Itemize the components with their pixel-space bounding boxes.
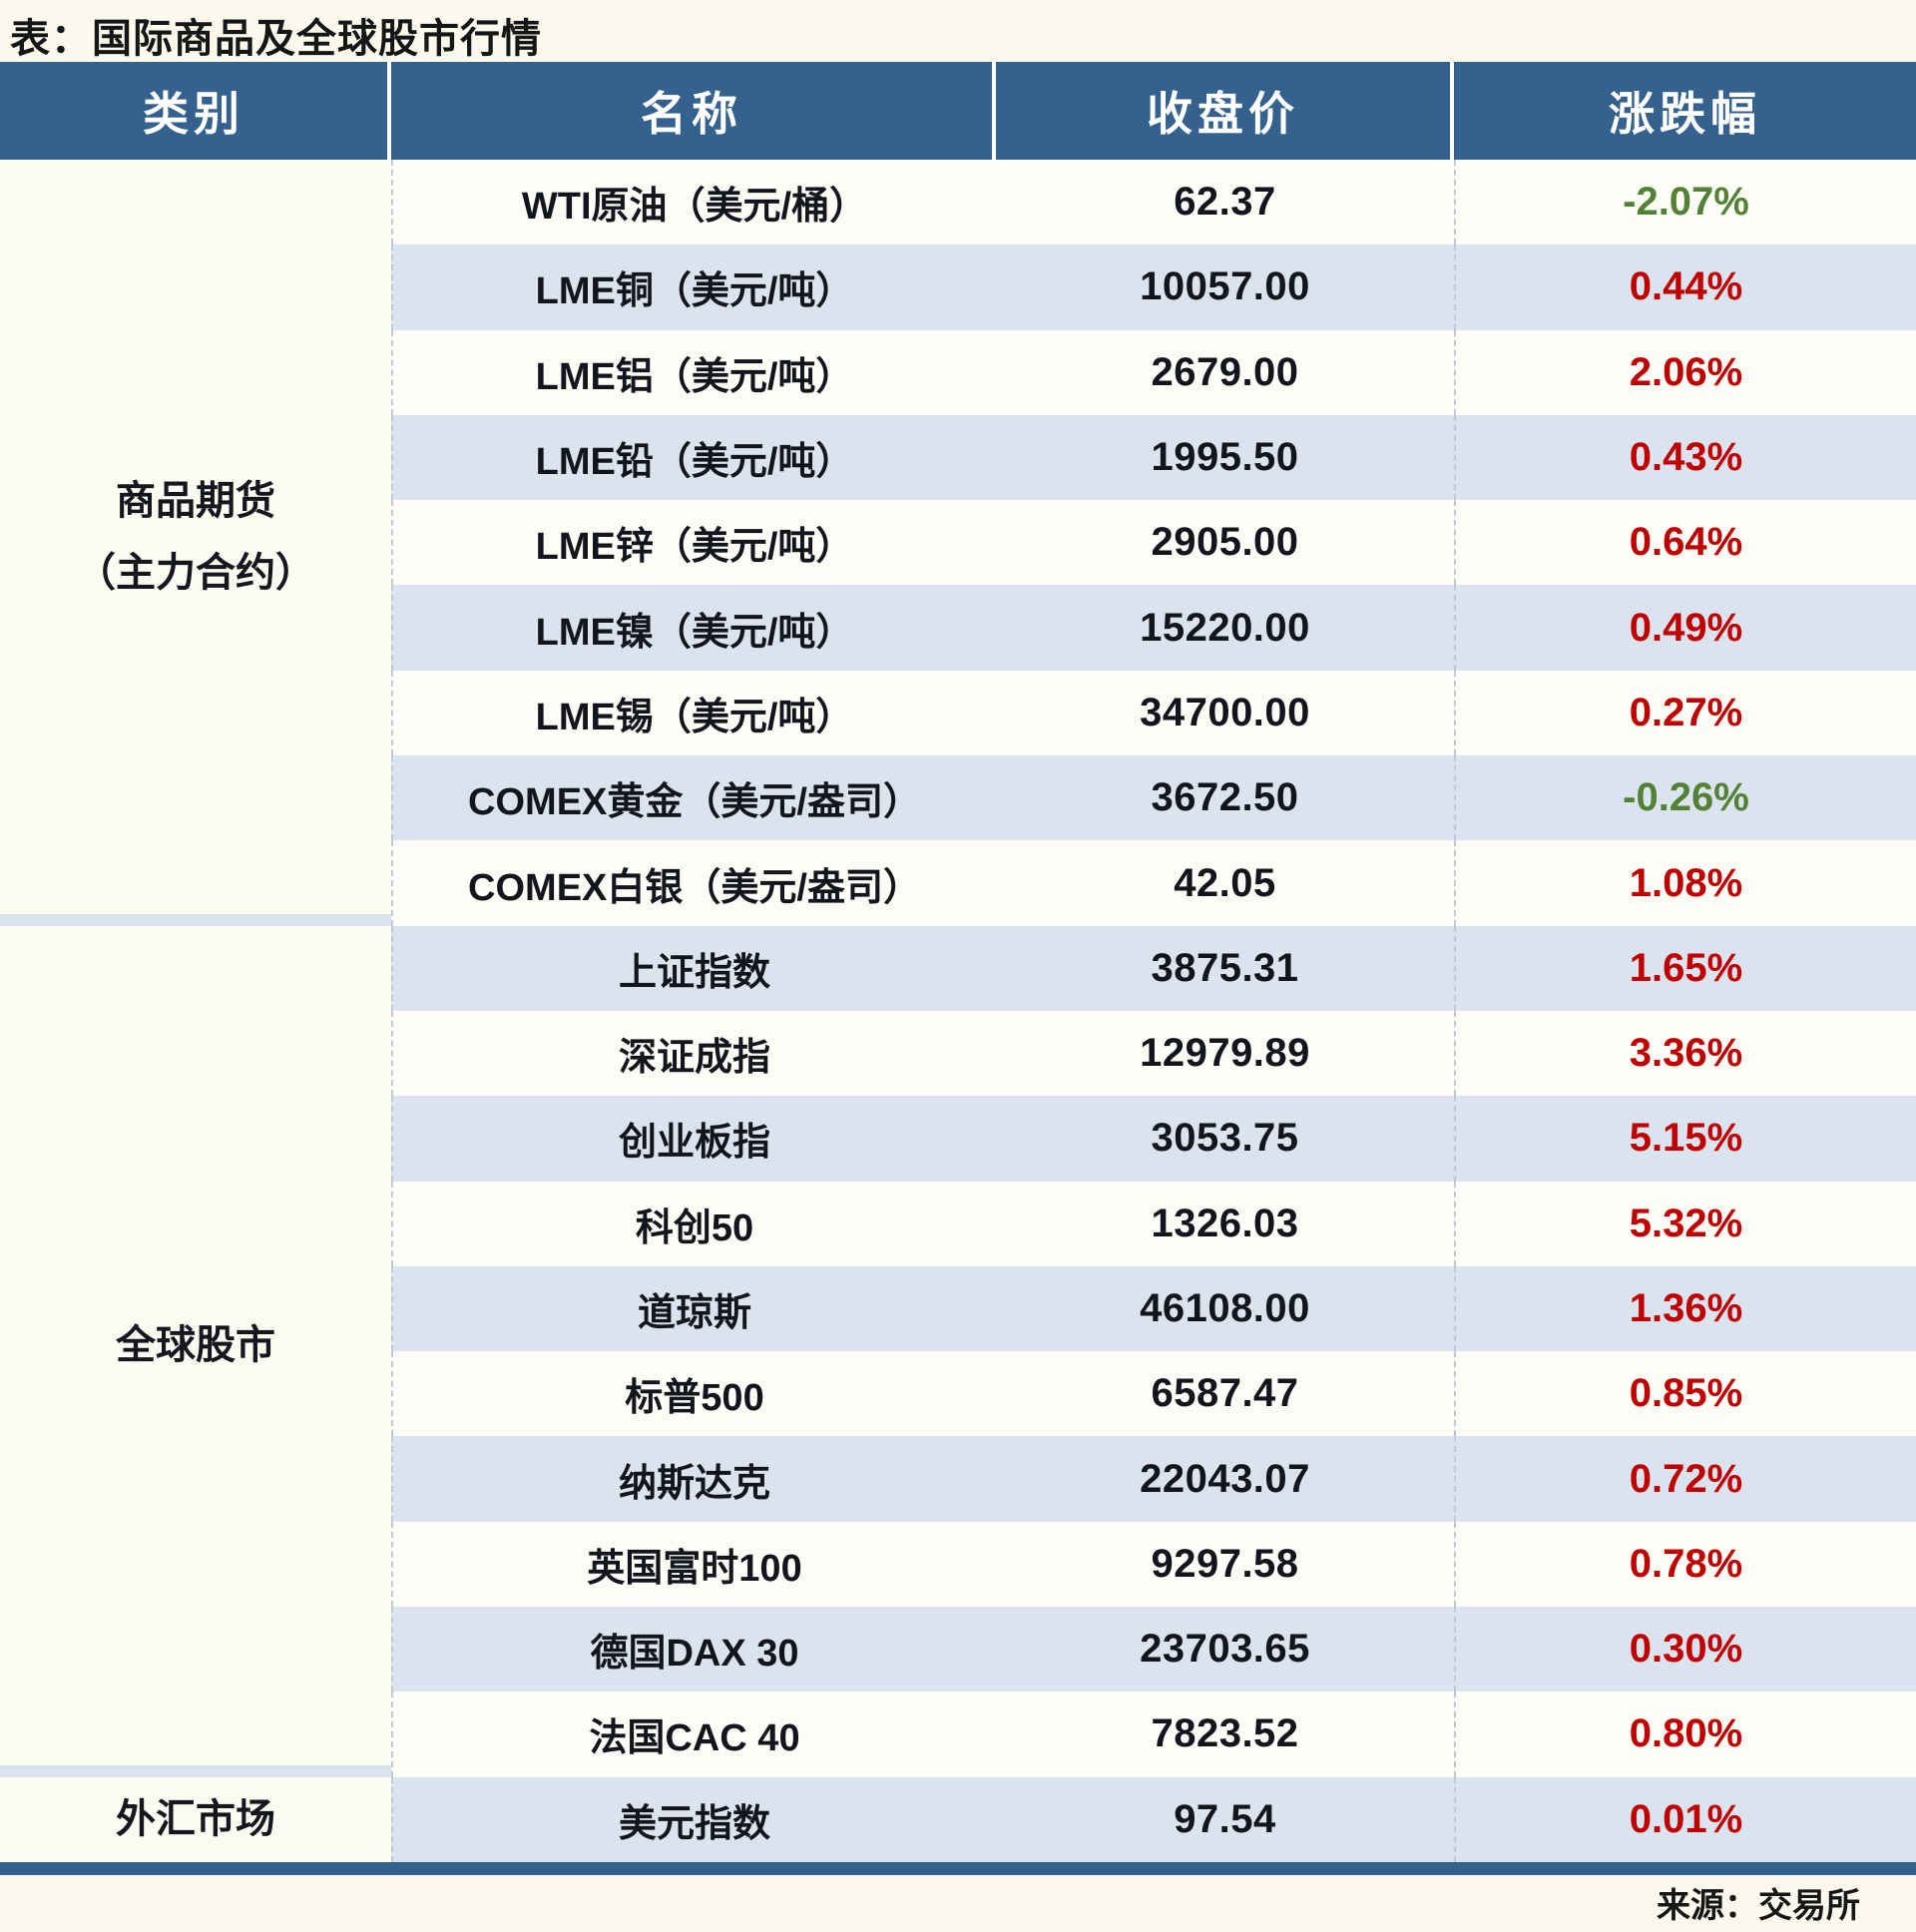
- instrument-name-cell: 英国富时100: [391, 1521, 996, 1608]
- instrument-name-cell: COMEX白银（美元/盎司）: [391, 840, 996, 926]
- change-pct-cell: 0.43%: [1454, 414, 1916, 501]
- instrument-name-cell: 深证成指: [391, 1010, 996, 1097]
- change-pct-cell: 1.36%: [1454, 1265, 1916, 1352]
- category-label-line: （主力合约）: [76, 550, 315, 595]
- instrument-name-cell: 科创50: [391, 1181, 996, 1266]
- instrument-name-cell: LME铅（美元/吨）: [391, 414, 996, 501]
- change-pct-cell: 0.44%: [1454, 244, 1916, 330]
- source-note: 来源：交易所: [1657, 1887, 1860, 1925]
- close-price-cell: 1326.03: [996, 1181, 1454, 1266]
- change-pct-cell: 0.80%: [1454, 1691, 1916, 1777]
- instrument-name-cell: LME铜（美元/吨）: [391, 244, 996, 330]
- instrument-name-cell: COMEX黄金（美元/盎司）: [391, 755, 996, 841]
- category-label-line: 外汇市场: [116, 1797, 275, 1842]
- change-pct-cell: 5.15%: [1454, 1096, 1916, 1182]
- instrument-name-cell: 德国DAX 30: [391, 1607, 996, 1692]
- change-pct-cell: 1.65%: [1454, 925, 1916, 1011]
- instrument-name-cell: WTI原油（美元/桶）: [391, 160, 996, 245]
- change-pct-cell: 2.06%: [1454, 329, 1916, 415]
- change-pct-cell: 0.64%: [1454, 500, 1916, 586]
- close-price-cell: 6587.47: [996, 1351, 1454, 1437]
- change-pct-cell: 0.85%: [1454, 1351, 1916, 1437]
- close-price-cell: 22043.07: [996, 1436, 1454, 1522]
- close-price-cell: 9297.58: [996, 1521, 1454, 1608]
- close-price-cell: 2905.00: [996, 500, 1454, 586]
- category-label-line: 商品期货: [116, 478, 275, 523]
- table-title: 表：国际商品及全球股市行情: [10, 17, 542, 61]
- category-cell: 全球股市: [0, 925, 391, 1777]
- close-price-cell: 3053.75: [996, 1096, 1454, 1182]
- category-cell: 商品期货 （主力合约）: [0, 160, 391, 926]
- instrument-name-cell: 标普500: [391, 1351, 996, 1437]
- instrument-name-cell: LME镍（美元/吨）: [391, 585, 996, 671]
- instrument-name-cell: 美元指数: [391, 1776, 996, 1862]
- instrument-name-cell: 纳斯达克: [391, 1436, 996, 1522]
- col-header-name: 名称: [391, 62, 996, 160]
- close-price-cell: 97.54: [996, 1776, 1454, 1862]
- close-price-cell: 15220.00: [996, 585, 1454, 671]
- instrument-name-cell: 道琼斯: [391, 1265, 996, 1352]
- close-price-cell: 7823.52: [996, 1691, 1454, 1777]
- change-pct-cell: -0.26%: [1454, 755, 1916, 841]
- change-pct-cell: 3.36%: [1454, 1010, 1916, 1097]
- change-pct-cell: 0.27%: [1454, 670, 1916, 756]
- close-price-cell: 12979.89: [996, 1010, 1454, 1097]
- close-price-cell: 2679.00: [996, 329, 1454, 415]
- instrument-name-cell: 创业板指: [391, 1096, 996, 1182]
- close-price-cell: 3875.31: [996, 925, 1454, 1011]
- close-price-cell: 34700.00: [996, 670, 1454, 756]
- change-pct-cell: 0.78%: [1454, 1521, 1916, 1608]
- change-pct-cell: 5.32%: [1454, 1181, 1916, 1266]
- instrument-name-cell: LME锌（美元/吨）: [391, 500, 996, 586]
- instrument-name-cell: 上证指数: [391, 925, 996, 1011]
- col-header-close: 收盘价: [996, 62, 1454, 160]
- close-price-cell: 62.37: [996, 160, 1454, 245]
- change-pct-cell: 1.08%: [1454, 840, 1916, 926]
- close-price-cell: 3672.50: [996, 755, 1454, 841]
- col-header-category: 类别: [0, 62, 391, 160]
- market-table: 类别 名称 收盘价 涨跌幅 商品期货 （主力合约） WTI原油（美元/桶） 62.37…: [0, 62, 1916, 1862]
- instrument-name-cell: LME锡（美元/吨）: [391, 670, 996, 756]
- instrument-name-cell: LME铝（美元/吨）: [391, 329, 996, 415]
- close-price-cell: 42.05: [996, 840, 1454, 926]
- close-price-cell: 10057.00: [996, 244, 1454, 330]
- change-pct-cell: -2.07%: [1454, 160, 1916, 245]
- close-price-cell: 46108.00: [996, 1265, 1454, 1352]
- instrument-name-cell: 法国CAC 40: [391, 1691, 996, 1777]
- change-pct-cell: 0.49%: [1454, 585, 1916, 671]
- col-header-change: 涨跌幅: [1454, 62, 1916, 160]
- change-pct-cell: 0.72%: [1454, 1436, 1916, 1522]
- change-pct-cell: 0.30%: [1454, 1607, 1916, 1692]
- close-price-cell: 1995.50: [996, 414, 1454, 501]
- close-price-cell: 23703.65: [996, 1607, 1454, 1692]
- table-bottom-rule: [0, 1862, 1916, 1875]
- category-label-line: 全球股市: [116, 1323, 275, 1368]
- category-cell: 外汇市场: [0, 1776, 391, 1862]
- change-pct-cell: 0.01%: [1454, 1776, 1916, 1862]
